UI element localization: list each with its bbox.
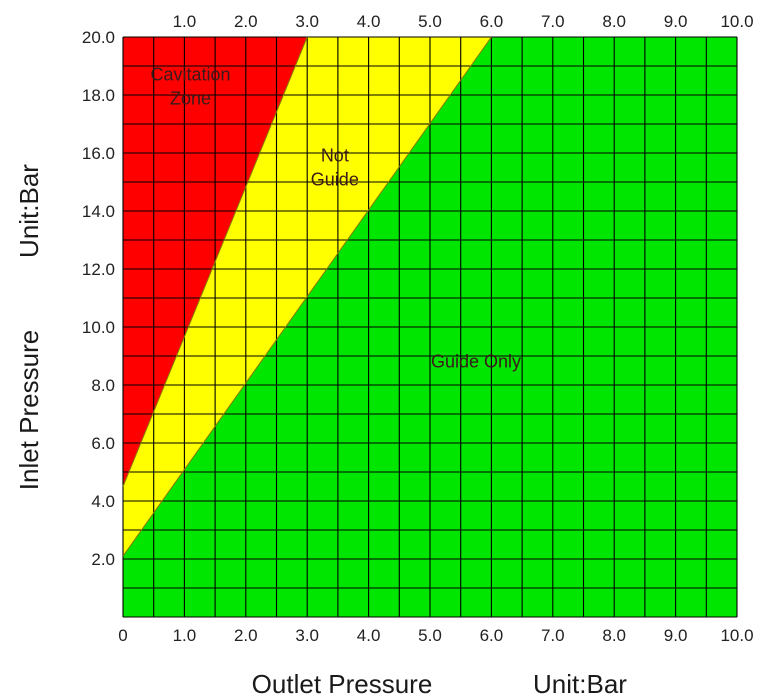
y-tick-label: 12.0: [82, 260, 115, 279]
x-tick-label-top: 9.0: [664, 12, 688, 31]
x-tick-label-top: 1.0: [173, 12, 197, 31]
x-tick-label-bottom: 1.0: [173, 626, 197, 645]
x-tick-label-bottom: 0: [118, 626, 127, 645]
x-tick-label-top: 6.0: [480, 12, 504, 31]
boundary-line-cavitation: [122, 36, 308, 487]
boundary-line-not-guide: [122, 36, 492, 557]
grid-lines: [122, 36, 738, 618]
x-tick-label-bottom: 6.0: [480, 626, 504, 645]
zone-labels: Cavitation Zone Not Guide Guide Only: [151, 65, 522, 372]
x-tick-label-top: 5.0: [418, 12, 442, 31]
x-tick-label-top: 10.0: [720, 12, 753, 31]
tick-labels: 0 1.0 2.0 3.0 4.0 5.0 6.0 7.0 8.0 9.0 10.0 1.0 2.0 3.…: [82, 12, 754, 645]
zone-label-line: Cavitation: [151, 65, 231, 85]
y-tick-label: 20.0: [82, 28, 115, 47]
zone-label-line: Guide: [311, 170, 359, 190]
y-tick-label: 8.0: [91, 376, 115, 395]
x-tick-label-bottom: 10.0: [720, 626, 753, 645]
zone-label-line: Not: [321, 146, 349, 166]
y-axis-title: Inlet Pressure: [14, 330, 44, 490]
x-tick-label-bottom: 7.0: [541, 626, 565, 645]
x-tick-label-top: 2.0: [234, 12, 258, 31]
x-tick-label-top: 4.0: [357, 12, 381, 31]
y-tick-label: 14.0: [82, 202, 115, 221]
y-tick-label: 18.0: [82, 86, 115, 105]
x-tick-label-bottom: 5.0: [418, 626, 442, 645]
x-tick-label-bottom: 2.0: [234, 626, 258, 645]
x-tick-label-top: 7.0: [541, 12, 565, 31]
y-tick-label: 10.0: [82, 318, 115, 337]
y-tick-label: 16.0: [82, 144, 115, 163]
x-axis-unit: Unit:Bar: [533, 669, 627, 699]
zone-label-line: Zone: [170, 89, 211, 109]
x-axis-title: Outlet Pressure: [252, 669, 433, 699]
y-tick-label: 4.0: [91, 492, 115, 511]
x-tick-label-bottom: 8.0: [602, 626, 626, 645]
x-tick-label-bottom: 3.0: [295, 626, 319, 645]
x-tick-label-bottom: 9.0: [664, 626, 688, 645]
x-tick-label-top: 3.0: [295, 12, 319, 31]
zone-label-line: Guide Only: [431, 352, 521, 372]
y-axis-unit: Unit:Bar: [14, 164, 44, 258]
x-tick-label-top: 8.0: [602, 12, 626, 31]
y-tick-label: 2.0: [91, 550, 115, 569]
y-tick-label: 6.0: [91, 434, 115, 453]
x-tick-label-bottom: 4.0: [357, 626, 381, 645]
